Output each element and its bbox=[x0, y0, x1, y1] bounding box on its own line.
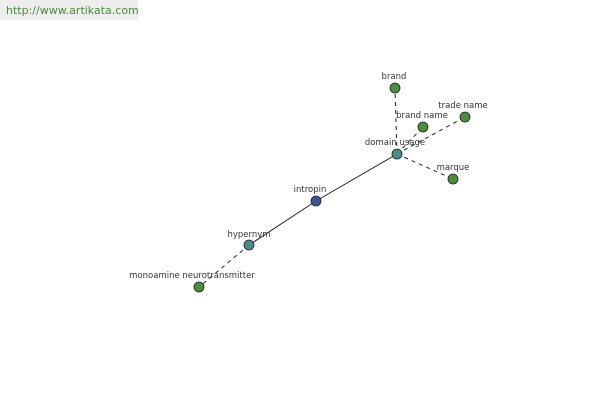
node-label: monoamine neurotransmitter bbox=[129, 271, 255, 281]
node[interactable] bbox=[243, 239, 255, 251]
header-url[interactable]: http://www.artikata.com bbox=[6, 4, 139, 17]
node[interactable] bbox=[193, 281, 205, 293]
edge bbox=[198, 244, 250, 288]
node-label: intropin bbox=[294, 185, 327, 195]
edge bbox=[396, 153, 454, 180]
node[interactable] bbox=[459, 111, 471, 123]
header-bar bbox=[0, 0, 138, 20]
node-label: hypernym bbox=[227, 230, 270, 240]
edge bbox=[248, 200, 317, 246]
node[interactable] bbox=[310, 195, 322, 207]
node-label: domain usage bbox=[365, 138, 425, 148]
node[interactable] bbox=[447, 173, 459, 185]
edge bbox=[396, 126, 424, 155]
edge bbox=[315, 153, 398, 202]
node-label: trade name bbox=[438, 101, 487, 111]
edge bbox=[394, 87, 398, 155]
node[interactable] bbox=[417, 121, 429, 133]
node-label: brand name bbox=[396, 111, 448, 121]
edge bbox=[396, 116, 466, 155]
node-label: brand bbox=[382, 72, 407, 82]
node[interactable] bbox=[391, 148, 403, 160]
node[interactable] bbox=[389, 82, 401, 94]
node-label: marque bbox=[437, 163, 470, 173]
